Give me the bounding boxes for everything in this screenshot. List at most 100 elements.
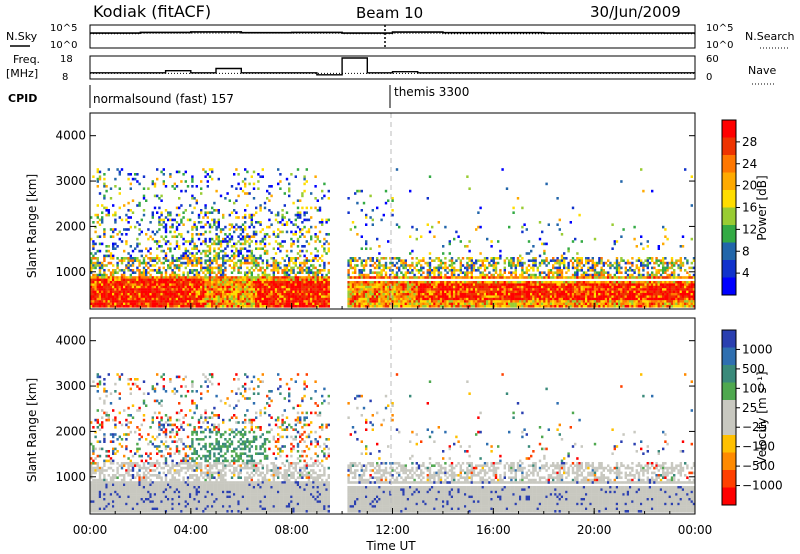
power-cell [538, 273, 542, 277]
power-cell [237, 194, 240, 198]
power-cell [301, 297, 304, 301]
power-cell [103, 257, 106, 260]
power-cell [131, 249, 135, 253]
power-cell [312, 264, 315, 267]
power-cell [118, 300, 121, 303]
power-cell [490, 281, 493, 284]
power-cell [252, 187, 256, 190]
power-cell [235, 264, 238, 267]
power-cell [103, 302, 106, 306]
power-cell [211, 218, 214, 222]
power-cell [125, 213, 128, 217]
power-cell [424, 297, 427, 301]
power-cell [173, 290, 176, 294]
power-cell [217, 285, 220, 289]
power-cell [404, 273, 407, 277]
power-cell [378, 302, 381, 306]
power-cell [217, 247, 220, 250]
power-cell [142, 257, 146, 260]
power-cell [521, 269, 524, 272]
power-cell [268, 281, 271, 284]
power-cell [483, 290, 487, 294]
power-cell [235, 242, 238, 246]
power-cell [349, 288, 352, 291]
power-cell [525, 276, 528, 279]
power-cell [433, 285, 436, 289]
power-cell [92, 290, 95, 294]
power-cell [180, 180, 183, 183]
power-cell [101, 261, 104, 265]
power-cell [239, 237, 242, 241]
power-cell [134, 288, 137, 291]
power-cell [371, 209, 374, 212]
power-cell [327, 281, 330, 284]
power-cell [613, 273, 616, 277]
power-cell [415, 228, 418, 231]
power-cell [195, 185, 198, 188]
power-cell [486, 302, 489, 306]
power-cell [149, 273, 152, 277]
power-cell [244, 225, 247, 229]
power-cell [384, 266, 388, 270]
power-cell [134, 247, 137, 250]
power-cell [417, 293, 421, 296]
power-cell [259, 278, 262, 282]
power-cell [153, 276, 157, 279]
power-cell [222, 254, 225, 258]
power-cell [230, 278, 234, 282]
power-cell [230, 290, 234, 294]
power-cell [98, 235, 102, 238]
power-cell [246, 300, 249, 303]
power-cell [294, 281, 297, 284]
power-cell [523, 300, 526, 303]
power-cell [215, 237, 218, 241]
power-cell [195, 281, 198, 284]
power-cell [395, 288, 399, 291]
power-cell [305, 276, 308, 279]
power-cell [552, 288, 555, 291]
power-cell [180, 278, 183, 282]
power-cell [215, 305, 218, 308]
power-cell [237, 288, 240, 291]
power-cell [442, 276, 445, 279]
power-cell [369, 269, 372, 272]
power-cell [310, 206, 313, 210]
power-cell [406, 264, 410, 267]
power-cell [413, 273, 416, 277]
power-cell [107, 209, 110, 212]
power-cell [510, 257, 513, 260]
power-cell [239, 249, 242, 253]
power-cell [158, 259, 161, 262]
power-cell [327, 233, 330, 236]
power-cell [112, 269, 115, 272]
power-cell [211, 281, 214, 284]
power-cell [244, 168, 247, 171]
power-cell [354, 285, 357, 289]
power-cell [580, 285, 583, 289]
power-cell [446, 276, 449, 279]
power-cell [248, 300, 251, 303]
power-cell [184, 305, 187, 308]
power-cell [186, 254, 190, 258]
power-cell [530, 281, 533, 284]
power-cell [477, 295, 480, 298]
power-cell [123, 269, 126, 272]
power-cell [349, 257, 352, 260]
power-cell [611, 283, 614, 286]
power-cell [461, 295, 465, 298]
power-cell [250, 175, 253, 178]
power-cell [200, 225, 203, 229]
power-cell [543, 290, 546, 294]
power-cell [510, 259, 513, 262]
power-cell [376, 302, 379, 306]
power-cell [626, 273, 630, 277]
power-cell [186, 288, 190, 291]
power-cell [145, 283, 148, 286]
power-cell [593, 264, 597, 267]
power-cell [184, 276, 187, 279]
power-cell [409, 266, 412, 270]
power-cell [453, 276, 456, 279]
power-cell [103, 295, 106, 298]
power-cell [376, 206, 379, 210]
power-cell [288, 302, 291, 306]
